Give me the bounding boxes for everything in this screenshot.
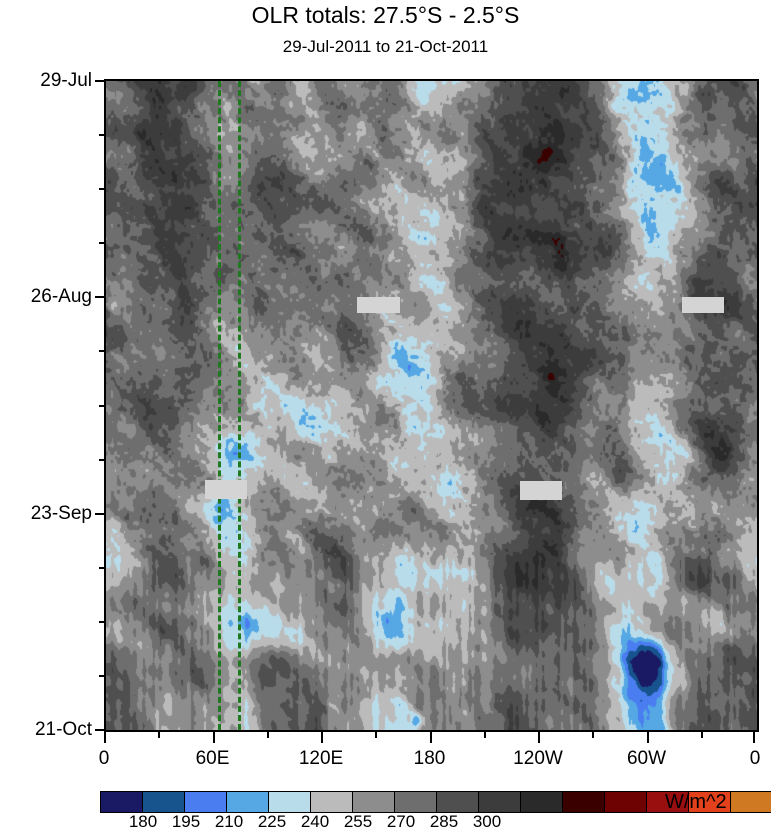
green-dashed-line-east	[238, 81, 241, 730]
green-dashed-line-west	[218, 81, 222, 730]
colorbar-swatch	[521, 792, 563, 812]
y-axis-label: 23-Sep	[30, 502, 92, 524]
x-tick-major	[429, 731, 432, 743]
y-tick-minor	[99, 134, 106, 137]
x-tick-major	[538, 731, 540, 743]
colorbar-swatch	[395, 792, 437, 812]
x-tick-minor	[592, 731, 595, 738]
colorbar-tick-label: 300	[472, 812, 502, 831]
x-tick-major	[321, 731, 323, 743]
colorbar-swatch	[143, 792, 185, 812]
missing-data-bar-4	[520, 481, 563, 501]
colorbar-swatch	[353, 792, 395, 812]
page-title: OLR totals: 27.5°S - 2.5°S	[251, 2, 520, 28]
colorbar-swatch	[185, 792, 227, 812]
y-tick-minor	[99, 188, 106, 191]
colorbar-tick-label: 225	[257, 812, 287, 831]
colorbar-swatch	[479, 792, 521, 812]
colorbar-tick-label: 270	[386, 812, 416, 831]
y-tick-minor	[99, 404, 106, 407]
colorbar-swatch	[731, 792, 771, 812]
x-axis: 0 60E 120E 180 120W 60W 0	[99, 731, 760, 781]
x-tick-major	[753, 731, 755, 743]
y-tick-minor	[99, 458, 106, 461]
colorbar-swatch	[269, 792, 311, 812]
x-axis-label: 60W	[626, 748, 667, 769]
date-range-subtitle: 29-Jul-2011 to 21-Oct-2011	[282, 37, 489, 56]
colorbar-tick-label: 180	[128, 812, 158, 831]
colorbar-swatch	[689, 792, 731, 812]
y-tick-minor	[99, 674, 106, 677]
colorbar-units-label: W/m^2	[665, 791, 727, 813]
x-axis-label: 120W	[513, 748, 563, 769]
x-axis-label: 0	[749, 748, 761, 769]
x-tick-minor	[375, 731, 378, 738]
y-tick-minor	[99, 566, 106, 569]
colorbar-tick-labels: 180 195 210 225 240 255 270 285 300	[100, 813, 648, 835]
x-tick-minor	[158, 731, 161, 738]
x-axis-label: 60E	[195, 748, 230, 769]
y-tick-major	[95, 80, 106, 82]
olr-heatmap-canvas	[106, 81, 757, 730]
x-tick-major	[646, 731, 649, 743]
colorbar-swatch	[647, 792, 689, 812]
y-tick-minor	[99, 620, 106, 623]
missing-data-bar-1	[357, 297, 400, 313]
plot-overlays	[106, 81, 757, 730]
x-axis-label: 0	[98, 748, 110, 769]
colorbar	[100, 791, 771, 813]
x-tick-minor	[700, 731, 703, 738]
colorbar-tick-label: 255	[343, 812, 373, 831]
y-tick-major	[95, 512, 106, 515]
missing-data-bar-2	[682, 297, 725, 313]
colorbar-tick-label: 195	[171, 812, 201, 831]
colorbar-tick-label: 285	[429, 812, 459, 831]
colorbar-swatch	[101, 792, 143, 812]
y-axis-label: 26-Aug	[30, 286, 92, 308]
plot-area: 29-Jul 26-Aug 23-Sep 21-Oct	[31, 71, 759, 739]
missing-data-bar-3	[204, 480, 248, 499]
y-tick-minor	[99, 350, 106, 353]
y-axis-label: 21-Oct	[34, 719, 92, 740]
colorbar-swatch	[227, 792, 269, 812]
colorbar-swatch	[605, 792, 647, 812]
x-tick-major	[212, 731, 215, 743]
colorbar-swatch	[311, 792, 353, 812]
colorbar-swatch	[437, 792, 479, 812]
y-tick-major	[95, 296, 106, 299]
y-tick-minor	[99, 242, 106, 245]
y-tick-major	[95, 729, 106, 731]
x-axis-label: 120E	[298, 748, 344, 769]
colorbar-tick-label: 210	[214, 812, 244, 831]
colorbar-swatch	[563, 792, 605, 812]
x-tick-minor	[483, 731, 486, 738]
x-tick-major	[104, 731, 106, 743]
colorbar-tick-label: 240	[300, 812, 330, 831]
x-axis-label: 180	[413, 748, 446, 769]
x-tick-minor	[266, 731, 269, 738]
y-axis-label: 29-Jul	[40, 70, 92, 91]
